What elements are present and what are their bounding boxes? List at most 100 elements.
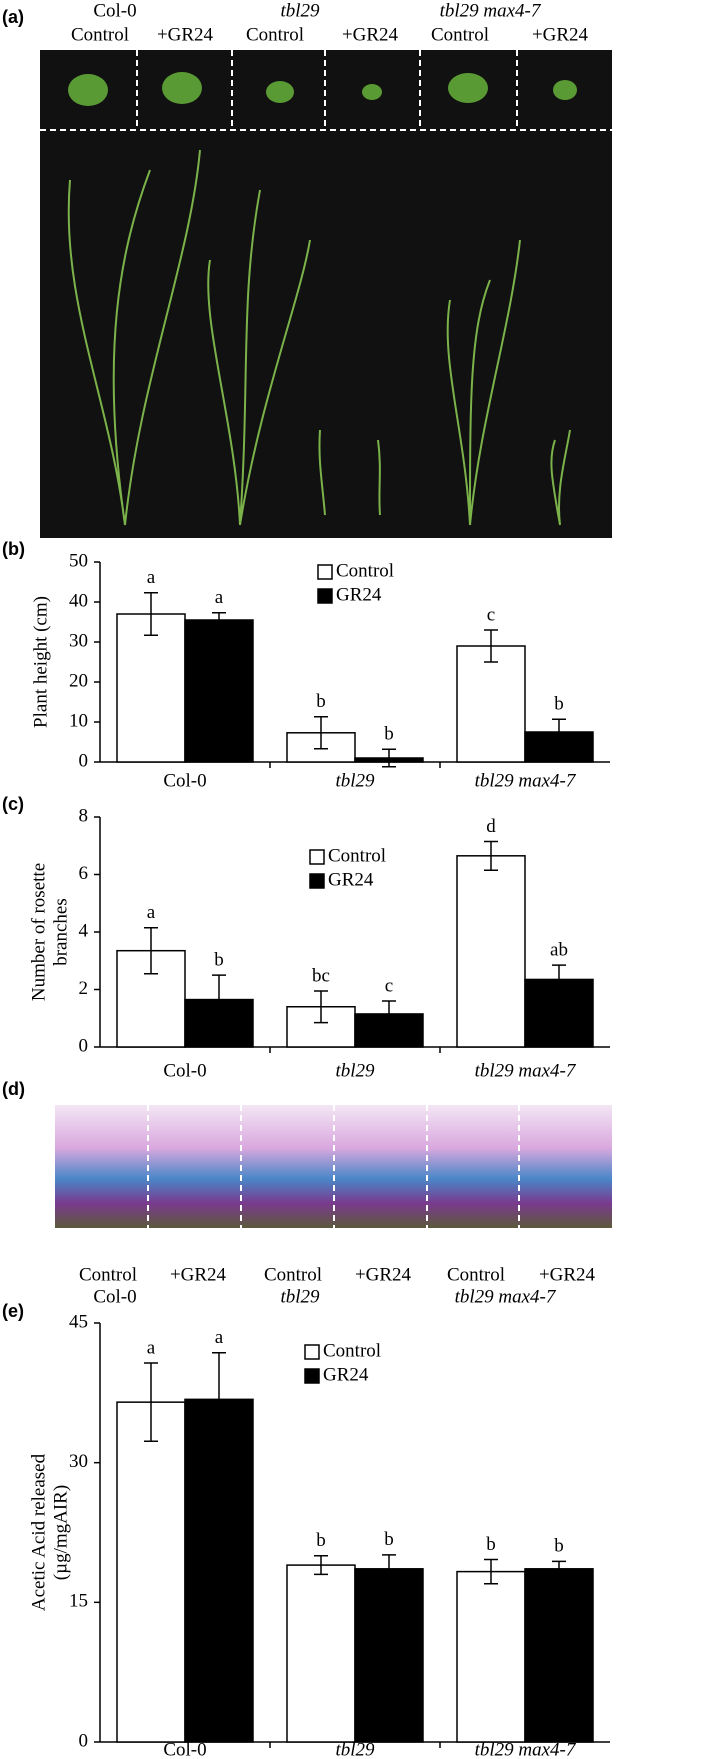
significance-letter: c — [487, 604, 495, 625]
rosettes — [68, 72, 577, 106]
y-tick-label: 2 — [79, 978, 89, 999]
error-bar — [484, 629, 498, 663]
treatment-label: Control — [79, 1264, 137, 1285]
treatment-label: +GR24 — [157, 24, 214, 45]
y-axis-label: Number of rosette — [28, 863, 49, 1001]
legend-label: GR24 — [323, 1364, 369, 1385]
legend-label: Control — [323, 1340, 381, 1361]
bar — [116, 613, 186, 763]
error-bar — [144, 592, 158, 636]
legend-label: Control — [336, 560, 394, 581]
error-bar — [552, 718, 566, 746]
panel-label: (c) — [2, 794, 24, 814]
significance-letter: b — [554, 694, 564, 715]
significance-letter: ab — [550, 939, 568, 960]
error-bar — [484, 840, 498, 871]
y-tick-label: 30 — [69, 1451, 88, 1472]
y-axis-label: branches — [50, 898, 71, 966]
y-tick-label: 0 — [79, 1730, 89, 1751]
y-tick-label: 15 — [69, 1591, 88, 1612]
genotype-label: tbl29 max4-7 — [455, 1286, 557, 1307]
error-bar — [382, 748, 396, 768]
significance-letter: a — [215, 1327, 224, 1348]
x-tick-label: tbl29 max4-7 — [475, 1739, 577, 1759]
error-bar — [382, 1554, 396, 1584]
y-tick-label: 8 — [79, 805, 89, 826]
treatment-label: +GR24 — [532, 24, 589, 45]
genotype-label: Col-0 — [93, 0, 136, 21]
panel-label: (e) — [2, 1301, 24, 1321]
error-bar — [212, 612, 226, 628]
bar — [184, 619, 254, 763]
x-tick-label: Col-0 — [163, 1739, 206, 1759]
x-tick-label: Col-0 — [163, 770, 206, 791]
bar — [286, 1564, 356, 1743]
significance-letter: a — [147, 902, 156, 923]
significance-letter: c — [385, 975, 393, 996]
treatment-label: Control — [71, 24, 129, 45]
y-tick-label: 6 — [79, 863, 89, 884]
x-tick-label: tbl29 — [335, 1739, 375, 1759]
treatment-label: +GR24 — [342, 24, 399, 45]
genotype-label: tbl29 max4-7 — [440, 0, 542, 21]
x-tick-label: Col-0 — [163, 1060, 206, 1081]
significance-letter: b — [316, 1530, 326, 1551]
y-axis-label: Acetic Acid released — [28, 1453, 49, 1611]
significance-letter: a — [215, 587, 224, 608]
legend-swatch — [309, 849, 325, 865]
y-tick-label: 0 — [79, 1035, 89, 1056]
bar — [456, 855, 526, 1048]
y-tick-label: 20 — [69, 670, 88, 691]
photo-dividers — [40, 50, 612, 131]
genotype-label: tbl29 — [280, 1286, 320, 1307]
bar — [184, 1398, 254, 1743]
significance-letter: bc — [312, 965, 330, 986]
panel-label: (a) — [2, 7, 24, 27]
significance-letter: b — [384, 1529, 394, 1550]
y-axis-label: (µg/mgAIR) — [50, 1485, 71, 1580]
significance-letter: a — [147, 567, 156, 588]
x-tick-label: tbl29 — [335, 770, 375, 791]
bar — [456, 645, 526, 763]
bar — [354, 1568, 424, 1743]
treatment-label: Control — [431, 24, 489, 45]
y-tick-label: 0 — [79, 750, 89, 771]
error-bar — [144, 1362, 158, 1442]
treatment-label: Control — [447, 1264, 505, 1285]
treatment-label: +GR24 — [539, 1264, 596, 1285]
error-bar — [314, 1555, 328, 1576]
genotype-label: Col-0 — [93, 1286, 136, 1307]
legend-label: GR24 — [328, 869, 374, 890]
photo-dividers — [147, 1105, 520, 1228]
y-tick-label: 10 — [69, 710, 88, 731]
significance-letter: b — [554, 1536, 564, 1557]
panel-label: (d) — [2, 1079, 25, 1099]
treatment-label: +GR24 — [170, 1264, 227, 1285]
bar — [524, 1568, 594, 1743]
error-bar — [484, 1558, 498, 1585]
y-axis-label: Plant height (cm) — [30, 596, 51, 728]
panel-label: (b) — [2, 539, 25, 559]
y-tick-label: 40 — [69, 590, 88, 611]
legend-swatch — [304, 1368, 320, 1384]
error-bar — [212, 974, 226, 1025]
error-bar — [212, 1352, 226, 1447]
legend-swatch — [317, 588, 333, 604]
y-tick-label: 45 — [69, 1311, 88, 1332]
treatment-label: +GR24 — [355, 1264, 412, 1285]
legend-label: Control — [328, 845, 386, 866]
x-tick-label: tbl29 max4-7 — [475, 1060, 577, 1081]
significance-letter: a — [147, 1337, 156, 1358]
legend-swatch — [304, 1344, 320, 1360]
significance-letter: d — [486, 816, 496, 837]
legend-swatch — [309, 873, 325, 889]
treatment-label: Control — [246, 24, 304, 45]
bar — [116, 1401, 186, 1743]
x-tick-label: tbl29 max4-7 — [475, 770, 577, 791]
significance-letter: b — [486, 1534, 496, 1555]
significance-letter: b — [384, 724, 394, 745]
error-bar — [144, 926, 158, 975]
y-tick-label: 30 — [69, 630, 88, 651]
y-tick-label: 4 — [79, 920, 89, 941]
